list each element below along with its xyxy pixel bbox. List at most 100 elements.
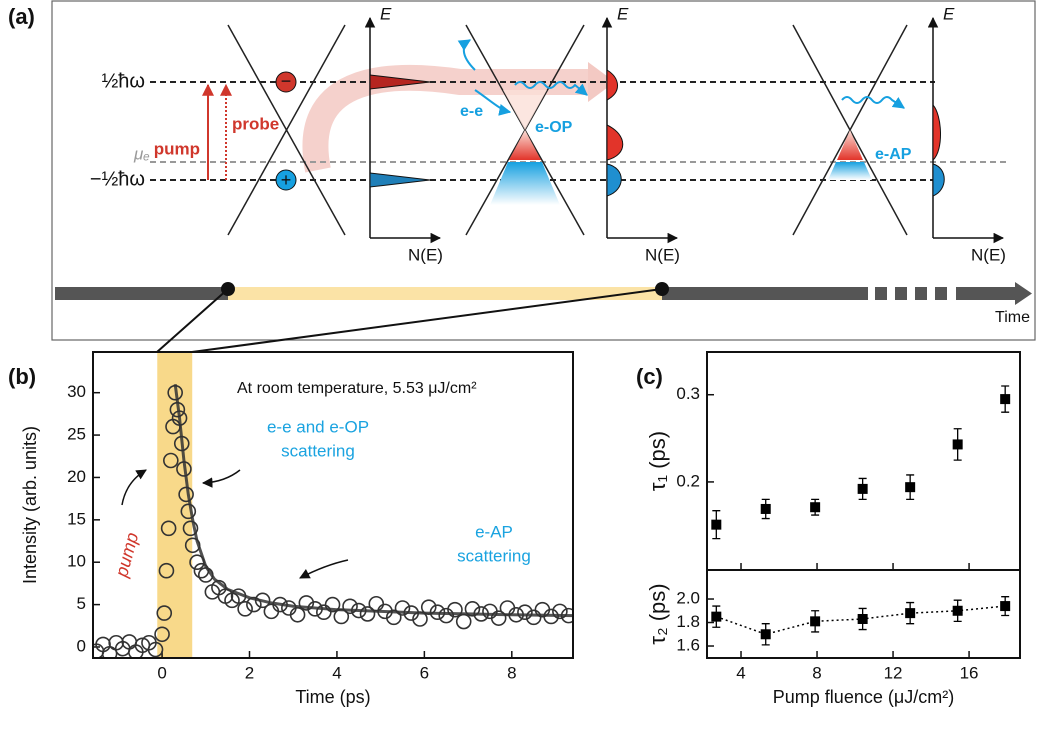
plot: 1.6 1.8 2.0 4 8 12 16 Pump fluence (μJ/cm²) τ₂ (… bbox=[645, 569, 1021, 707]
x-tick-label: 16 bbox=[960, 663, 979, 682]
eop-label: e-OP bbox=[535, 119, 573, 136]
x-axis-label: Pump fluence (μJ/cm²) bbox=[773, 687, 954, 707]
panel-label: (c) bbox=[636, 364, 663, 389]
annotation: scattering bbox=[281, 441, 355, 460]
point bbox=[711, 611, 722, 622]
annotation: scattering bbox=[457, 546, 531, 565]
y-tick-label: 1.6 bbox=[676, 636, 700, 655]
pump-label: pump bbox=[154, 139, 200, 158]
axes-frame bbox=[92, 351, 574, 659]
y-tick-label: 1.8 bbox=[676, 612, 700, 631]
hot-electrons bbox=[509, 130, 541, 160]
dos-label: N(E) bbox=[971, 245, 1006, 264]
x-tick-label: 0 bbox=[157, 663, 166, 682]
point bbox=[1000, 601, 1011, 612]
y-axis-label: τ₂ (ps) bbox=[645, 583, 670, 644]
dos-peak bbox=[369, 74, 431, 90]
ee-arrow bbox=[474, 89, 512, 116]
x-tick-label: 8 bbox=[507, 663, 516, 682]
phonon-wave bbox=[514, 81, 588, 96]
point bbox=[760, 503, 771, 514]
ee-label: e-e bbox=[460, 103, 483, 120]
panel-a: − + E E E N(E) N(E) N(E) ½ħω −½ħω μₑ pum… bbox=[51, 0, 1036, 341]
dos-electrons bbox=[932, 103, 941, 162]
dos-label: N(E) bbox=[408, 245, 443, 264]
x-axis-label: Time (ps) bbox=[295, 687, 370, 707]
dos-peak bbox=[369, 172, 431, 188]
y-tick-label: 2.0 bbox=[676, 589, 700, 608]
timeline-dash bbox=[875, 287, 887, 300]
axes-frame bbox=[706, 569, 1021, 659]
hot-electrons bbox=[837, 130, 863, 160]
point bbox=[810, 616, 821, 627]
y-tick-label: 25 bbox=[67, 425, 86, 444]
annotation: At room temperature, 5.53 μJ/cm² bbox=[237, 380, 477, 397]
point bbox=[447, 601, 463, 618]
point bbox=[438, 607, 455, 624]
ee-arrow bbox=[457, 39, 476, 71]
timeline-arrow bbox=[956, 282, 1032, 305]
point bbox=[857, 483, 868, 494]
hole-sign: + bbox=[281, 170, 292, 190]
chemical-potential-label: μₑ bbox=[133, 144, 150, 163]
annotation: pump bbox=[111, 530, 142, 580]
x-tick-label: 2 bbox=[245, 663, 254, 682]
panel-label: (a) bbox=[8, 4, 35, 29]
annotation: e-e and e-OP bbox=[267, 417, 369, 436]
dos-axes bbox=[364, 16, 1005, 244]
holes bbox=[828, 162, 872, 180]
point bbox=[342, 598, 358, 615]
y-tick-label: 30 bbox=[67, 382, 86, 401]
energy-label: E bbox=[943, 4, 955, 23]
panel-label: (b) bbox=[8, 364, 36, 389]
point bbox=[359, 606, 376, 622]
excited-electrons bbox=[503, 90, 547, 130]
point bbox=[711, 519, 722, 530]
y-tick-label: 10 bbox=[67, 552, 86, 571]
point bbox=[552, 603, 568, 620]
lower-level-label: −½ħω bbox=[90, 168, 145, 190]
point bbox=[952, 605, 963, 616]
eap-label: e-AP bbox=[875, 146, 912, 163]
holes bbox=[490, 162, 560, 205]
y-axis-label: τ₁ (ps) bbox=[645, 431, 670, 491]
point bbox=[952, 439, 963, 450]
point bbox=[905, 608, 916, 619]
transfer-arrow bbox=[302, 64, 590, 173]
x-tick-label: 8 bbox=[812, 663, 821, 682]
point bbox=[464, 601, 481, 617]
electron-sign: − bbox=[281, 71, 292, 91]
y-tick-label: 5 bbox=[77, 594, 86, 613]
plot: 0 5 10 15 20 25 30 0 2 4 6 8 Time (ps) Intensity (arb… bbox=[20, 351, 574, 707]
point bbox=[455, 613, 472, 630]
point bbox=[517, 604, 533, 621]
annotation-arrow bbox=[201, 469, 241, 488]
point bbox=[810, 502, 821, 513]
probe-label: probe bbox=[232, 114, 279, 133]
point bbox=[905, 482, 916, 493]
point bbox=[385, 609, 402, 626]
plot: 0.2 0.3 τ₁ (ps) bbox=[645, 351, 1021, 571]
axes-frame bbox=[706, 351, 1021, 571]
time-label: Time bbox=[995, 309, 1030, 326]
point bbox=[298, 595, 315, 611]
timeline-dash bbox=[915, 287, 927, 300]
plot-area bbox=[711, 596, 1011, 646]
timeline-window bbox=[228, 287, 662, 300]
dos-label: N(E) bbox=[645, 245, 680, 264]
annotation-arrow bbox=[299, 559, 349, 579]
point bbox=[158, 562, 175, 579]
point bbox=[156, 605, 173, 621]
upper-level-label: ½ħω bbox=[102, 70, 145, 92]
y-axis-label: Intensity (arb. units) bbox=[20, 426, 40, 584]
timeline-dash bbox=[935, 287, 947, 300]
point bbox=[490, 610, 507, 626]
point bbox=[180, 503, 197, 520]
y-tick-label: 0 bbox=[77, 636, 86, 655]
point bbox=[237, 601, 253, 617]
x-tick-label: 4 bbox=[736, 663, 745, 682]
zoom-line bbox=[156, 288, 229, 353]
panel-frame bbox=[51, 0, 1036, 341]
dos-holes bbox=[606, 163, 622, 197]
